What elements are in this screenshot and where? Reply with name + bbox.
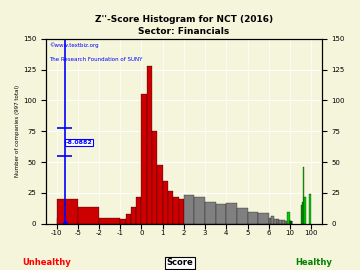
Bar	[274, 219, 277, 224]
Bar	[179, 199, 184, 224]
Bar	[269, 218, 271, 224]
Bar	[152, 131, 157, 224]
Text: ©www.textbiz.org: ©www.textbiz.org	[49, 42, 98, 48]
Bar	[303, 167, 304, 224]
Bar	[287, 211, 290, 224]
Bar	[309, 194, 311, 224]
Text: Score: Score	[167, 258, 193, 267]
Bar	[282, 220, 285, 224]
Text: Healthy: Healthy	[295, 258, 332, 267]
Text: -8.0882: -8.0882	[66, 140, 93, 145]
Bar	[304, 197, 306, 224]
Bar	[126, 214, 131, 224]
Y-axis label: Number of companies (997 total): Number of companies (997 total)	[15, 85, 20, 177]
Bar	[302, 202, 303, 224]
Bar	[173, 197, 179, 224]
Bar	[279, 220, 282, 224]
Bar	[78, 207, 99, 224]
Bar	[237, 208, 248, 224]
Bar	[194, 197, 205, 224]
Bar	[205, 202, 216, 224]
Bar	[277, 219, 279, 224]
Bar	[226, 203, 237, 224]
Bar	[57, 199, 78, 224]
Bar	[131, 207, 136, 224]
Bar	[120, 219, 126, 224]
Bar	[136, 197, 141, 224]
Bar	[99, 218, 120, 224]
Bar	[258, 213, 269, 224]
Bar	[248, 211, 258, 224]
Bar	[157, 165, 163, 224]
Bar	[163, 181, 168, 224]
Bar	[141, 94, 147, 224]
Bar	[184, 195, 194, 224]
Bar	[301, 205, 302, 224]
Bar	[147, 66, 152, 224]
Bar	[216, 204, 226, 224]
Title: Z''-Score Histogram for NCT (2016)
Sector: Financials: Z''-Score Histogram for NCT (2016) Secto…	[95, 15, 273, 36]
Bar	[285, 221, 287, 224]
Text: Unhealthy: Unhealthy	[22, 258, 71, 267]
Text: The Research Foundation of SUNY: The Research Foundation of SUNY	[49, 57, 142, 62]
Bar	[168, 191, 173, 224]
Bar	[271, 217, 274, 224]
